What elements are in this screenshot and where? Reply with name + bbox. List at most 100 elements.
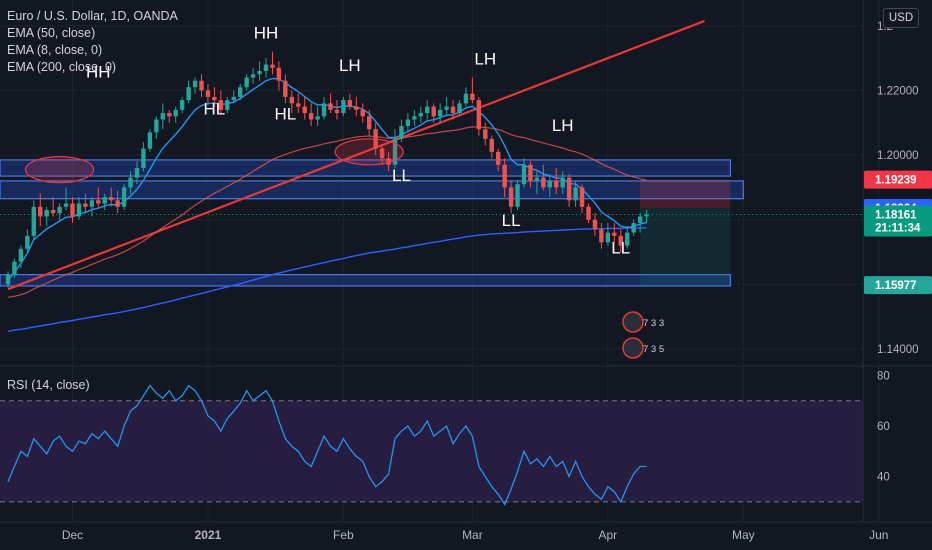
candle (63, 203, 69, 207)
candle (496, 151, 501, 165)
ema8-line (7, 77, 647, 281)
candle (392, 138, 398, 165)
price-zone (0, 159, 732, 177)
price-label (864, 218, 932, 237)
candle (528, 164, 533, 181)
indicator-rsi[interactable]: RSI (14, close) (7, 378, 90, 392)
candle (289, 96, 294, 104)
price-label (864, 276, 932, 295)
highlight-ellipse (334, 138, 404, 166)
swing-label: HL (274, 105, 296, 124)
candle (354, 106, 359, 110)
indicator-ema200[interactable]: EMA (200, close, 0) (7, 60, 117, 74)
candle (612, 232, 617, 236)
candle (199, 80, 204, 91)
candle (270, 64, 275, 68)
candle (25, 235, 30, 249)
swing-label: HH (86, 62, 111, 81)
candle (334, 109, 340, 114)
indicator-ema50[interactable]: EMA (50, close) (7, 26, 96, 40)
candle (89, 200, 95, 207)
swing-label: LL (502, 211, 521, 230)
candle (328, 103, 333, 110)
short-position-tool[interactable] (640, 179, 731, 286)
candle (573, 187, 578, 201)
candle (431, 106, 436, 117)
candle (218, 100, 224, 110)
candle (205, 90, 211, 97)
ema-lines (7, 77, 647, 332)
candle (605, 232, 611, 243)
candle (121, 187, 127, 207)
rsi-tick: 80 (877, 371, 890, 383)
swing-label: LL (392, 166, 411, 185)
candle (18, 248, 24, 262)
candle (167, 113, 172, 117)
candle (173, 109, 178, 117)
economic-events[interactable]: 7 3 3 7 3 5 (622, 311, 664, 359)
time-tick: Jun (869, 528, 888, 542)
price-tick: 1.14000 (877, 344, 919, 356)
stop-loss-area (640, 179, 731, 208)
candle (244, 77, 249, 88)
candle (57, 206, 62, 214)
trendline (7, 19, 705, 291)
candle (238, 87, 243, 97)
indicator-ema8[interactable]: EMA (8, close, 0) (7, 43, 103, 57)
currency-button[interactable]: USD (883, 8, 919, 28)
candle (192, 80, 198, 88)
candle (508, 187, 514, 207)
rsi-line (7, 384, 647, 506)
candle (341, 100, 346, 114)
candle (450, 106, 456, 114)
candle (560, 177, 565, 188)
candle (31, 206, 36, 236)
candle (186, 87, 191, 101)
candle (70, 203, 75, 217)
candle (444, 106, 449, 110)
rsi-legend: RSI (14, close) (7, 377, 90, 394)
rsi-pane (0, 365, 932, 506)
rsi-band (0, 400, 863, 502)
swing-annotations[interactable]: HH HH HL HL LH LL LH LH LL LL (86, 24, 630, 258)
candle (399, 125, 404, 139)
candle (128, 177, 133, 188)
candle (263, 64, 269, 72)
price-tick: 1.20000 (877, 150, 919, 162)
candle (541, 177, 546, 188)
swing-label: HL (204, 100, 226, 119)
event-count: 7 3 3 (643, 318, 664, 329)
time-tick: May (732, 528, 755, 542)
candle (160, 113, 165, 120)
candle (476, 100, 482, 130)
candle (141, 148, 146, 168)
candle (360, 109, 365, 117)
flag-icon (622, 311, 644, 333)
swing-label: HH (254, 24, 279, 43)
candle (367, 116, 372, 130)
candle (38, 206, 43, 217)
candle (379, 148, 385, 159)
candle (231, 96, 236, 101)
candle (412, 116, 417, 120)
price-tick: 1.22000 (877, 85, 919, 97)
candle (483, 129, 488, 139)
swing-label: LL (611, 239, 630, 258)
candle (386, 158, 391, 165)
highlight-ellipses[interactable] (24, 138, 404, 184)
candle (308, 113, 314, 120)
chart-title[interactable]: Euro / U.S. Dollar, 1D, OANDA (7, 9, 178, 23)
candle (644, 214, 649, 217)
candle (225, 100, 230, 110)
candle (302, 106, 307, 114)
take-profit-area (640, 207, 731, 286)
candlesticks (5, 51, 649, 288)
flag-icon (622, 337, 644, 359)
candle (315, 116, 320, 120)
trendline-layer[interactable] (7, 19, 705, 291)
rsi-tick: 60 (877, 421, 890, 433)
candle (457, 103, 462, 114)
candle (83, 203, 88, 207)
price-zone (0, 274, 732, 287)
